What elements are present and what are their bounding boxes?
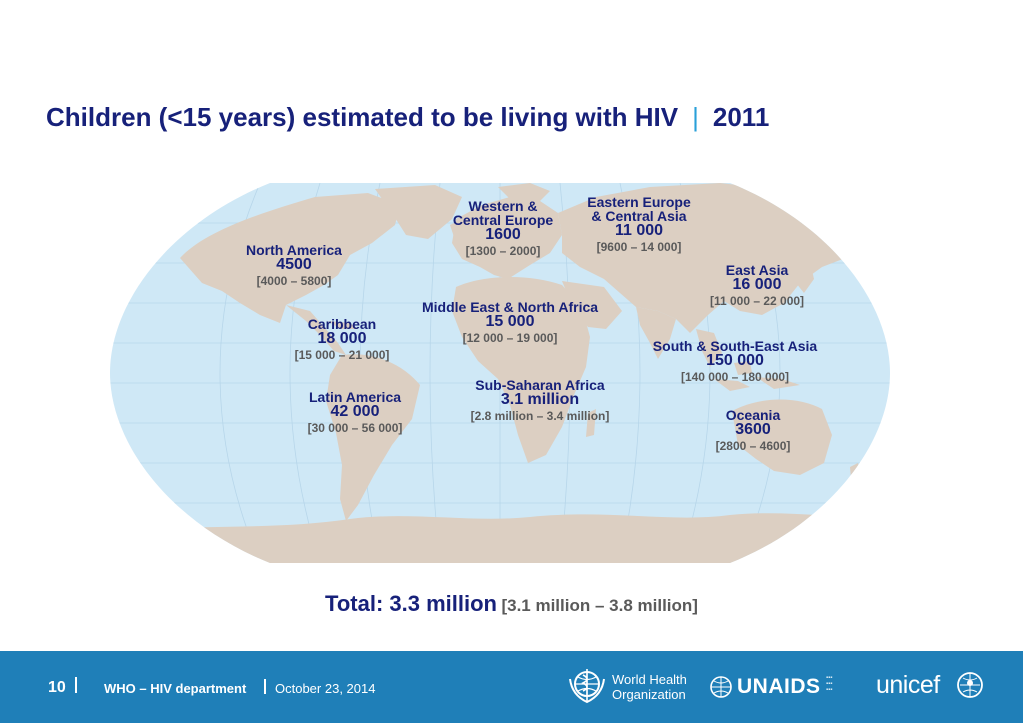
region-name: North America <box>246 242 342 258</box>
land <box>110 183 890 563</box>
indonesia <box>714 361 800 391</box>
region-value: 16 000 <box>732 276 782 293</box>
region-range: [2800 – 4600] <box>715 439 791 453</box>
north-america <box>180 193 400 323</box>
who-logo-line: Organization <box>612 687 686 702</box>
region-value: 42 000 <box>330 403 380 420</box>
region-east-asia: East Asia 16 000 [11 000 – 22 000] <box>710 263 804 309</box>
europe <box>452 197 562 279</box>
region-range: [9600 – 14 000] <box>596 240 682 254</box>
south-america <box>326 354 420 521</box>
region-name: Caribbean <box>307 316 377 332</box>
region-caribbean: Caribbean 18 000 [15 000 – 21 000] <box>295 317 390 363</box>
scandinavia <box>498 183 550 205</box>
region-sub-saharan-africa: Sub-Saharan Africa 3.1 million [2.8 mill… <box>471 378 610 424</box>
region-value: 4500 <box>276 256 312 273</box>
region-range: [1300 – 2000] <box>465 244 541 258</box>
region-range: [12 000 – 19 000] <box>462 331 558 345</box>
region-name: Latin America <box>308 389 402 405</box>
presentation-date: October 23, 2014 <box>275 681 376 696</box>
region-name: Middle East & North Africa <box>421 299 599 315</box>
unaids-logo-text: UNAIDS <box>737 675 821 698</box>
title-main: Children (<15 years) estimated to be liv… <box>46 102 679 132</box>
region-name-line: Eastern Europe <box>587 194 691 210</box>
india <box>636 307 676 359</box>
region-north-america: North America 4500 [4000 – 5800] <box>246 243 342 289</box>
asia <box>558 183 858 333</box>
caribbean-islands <box>328 321 358 329</box>
region-value: 3600 <box>735 421 771 438</box>
region-middle-east-north-africa: Middle East & North Africa 15 000 [12 00… <box>422 300 598 346</box>
unaids-globe-icon <box>710 676 732 698</box>
region-value: 3.1 million <box>500 391 580 408</box>
africa <box>452 276 590 463</box>
region-range: [15 000 – 21 000] <box>294 348 390 362</box>
total-estimate: Total: 3.3 million [3.1 million – 3.8 mi… <box>0 591 1023 617</box>
title-separator: | <box>692 102 699 132</box>
southeast-asia <box>696 329 722 367</box>
footer-divider <box>264 679 266 694</box>
who-logo-line: World Health <box>612 672 687 687</box>
region-name: East Asia <box>725 262 789 278</box>
greenland <box>375 185 462 239</box>
total-value: Total: 3.3 million <box>325 591 497 616</box>
region-name-line: Central Europe <box>452 212 554 228</box>
region-name: Oceania <box>725 407 781 423</box>
who-logo-text: World Health Organization <box>612 672 687 702</box>
unicef-emblem-icon <box>957 672 983 698</box>
region-eastern-europe-central-asia: Eastern Europe & Central Asia 11 000 [96… <box>587 195 690 255</box>
central-america <box>286 305 346 355</box>
antarctica <box>110 513 890 563</box>
region-western-central-europe: Western & Central Europe 1600 [1300 – 20… <box>453 199 553 259</box>
region-value: 18 000 <box>317 330 367 347</box>
world-map <box>110 183 890 563</box>
footer-bar: 10 WHO – HIV department October 23, 2014… <box>0 651 1023 723</box>
region-oceania: Oceania 3600 [2800 – 4600] <box>716 408 791 454</box>
region-range: [30 000 – 56 000] <box>307 421 403 435</box>
region-name: Sub-Saharan Africa <box>475 377 605 393</box>
new-zealand <box>850 463 862 491</box>
region-range: [2.8 million – 3.4 million] <box>470 409 610 423</box>
region-south-southeast-asia: South & South-East Asia 150 000 [140 000… <box>653 339 817 385</box>
total-range: [3.1 million – 3.8 million] <box>501 596 698 615</box>
arabian-peninsula <box>562 281 622 329</box>
region-range: [4000 – 5800] <box>256 274 332 288</box>
region-value: 150 000 <box>706 352 764 369</box>
region-name-line: Western & <box>468 198 538 214</box>
japan <box>796 261 814 293</box>
region-value: 1600 <box>485 226 521 243</box>
who-emblem-icon <box>569 669 605 704</box>
british-isles <box>450 219 468 243</box>
unaids-subtext-mark: ▪▪▪ ▪▪▪ ▪▪▪ <box>826 675 833 693</box>
slide-title: Children (<15 years) estimated to be liv… <box>46 102 769 133</box>
region-value: 11 000 <box>614 222 664 239</box>
region-range: [140 000 – 180 000] <box>680 370 790 384</box>
region-value: 15 000 <box>485 313 535 330</box>
region-name-line: & Central Asia <box>591 208 687 224</box>
title-year: 2011 <box>712 102 770 132</box>
page-number: 10 <box>48 679 66 696</box>
region-name: South & South-East Asia <box>652 338 818 354</box>
footer-divider <box>75 677 77 693</box>
madagascar <box>586 409 596 437</box>
region-range: [11 000 – 22 000] <box>709 294 805 308</box>
australia <box>732 399 832 475</box>
region-latin-america: Latin America 42 000 [30 000 – 56 000] <box>308 390 403 436</box>
department-label: WHO – HIV department <box>104 681 247 696</box>
unicef-logo-text: unicef <box>876 671 940 699</box>
